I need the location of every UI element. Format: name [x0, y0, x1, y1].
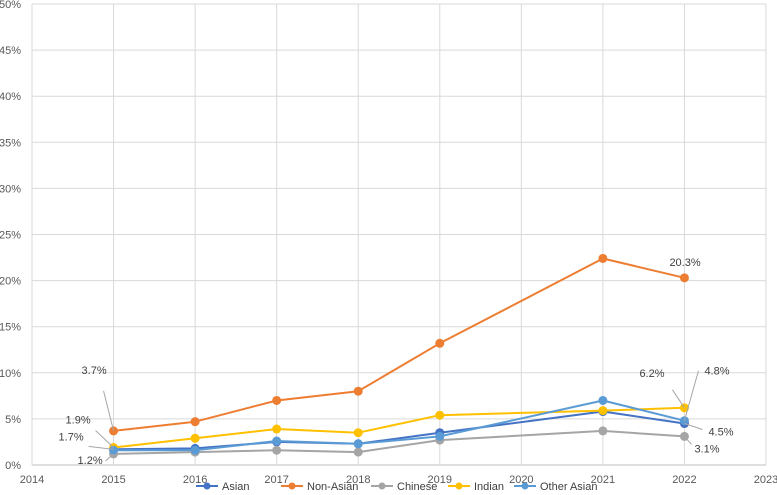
- data-point: [272, 395, 282, 405]
- legend-swatch-marker: [521, 482, 529, 490]
- y-tick-label: 25%: [0, 230, 21, 242]
- data-point: [353, 447, 363, 457]
- data-point: [435, 431, 445, 441]
- x-tick-label: 2014: [20, 474, 44, 486]
- data-label: 3.1%: [694, 443, 719, 455]
- y-tick-label: 40%: [0, 91, 21, 103]
- data-point: [190, 433, 200, 443]
- series-line-indian: [113, 406, 685, 449]
- data-point: [598, 395, 608, 405]
- legend-label: Chinese: [397, 481, 437, 493]
- data-label: 20.3%: [669, 257, 700, 269]
- data-point: [190, 445, 200, 455]
- data-label: 6.2%: [639, 368, 664, 380]
- y-tick-label: 45%: [0, 45, 21, 57]
- series-line-non-asian: [113, 257, 685, 432]
- legend-item-non-asian: Non-Asian: [281, 481, 358, 493]
- x-tick-label: 2016: [183, 474, 207, 486]
- x-tick-label: 2022: [672, 474, 696, 486]
- x-tick-label: 2020: [509, 474, 533, 486]
- y-tick-label: 30%: [0, 183, 21, 195]
- legend: Asian Non-Asian Chinese Indian Other Asian: [196, 481, 597, 493]
- x-tick-label: 2017: [264, 474, 288, 486]
- data-point: [435, 410, 445, 420]
- label-leader-line: [684, 423, 703, 430]
- legend-item-indian: Indian: [448, 481, 504, 493]
- data-point: [353, 428, 363, 438]
- legend-label: Asian: [222, 481, 250, 493]
- y-tick-label: 15%: [0, 322, 21, 334]
- data-label: 1.7%: [59, 431, 84, 443]
- label-leader-line: [103, 390, 115, 432]
- legend-swatch-marker: [203, 482, 211, 490]
- data-point: [272, 436, 282, 446]
- legend-swatch-marker: [288, 482, 296, 490]
- data-point: [353, 439, 363, 449]
- y-tick-label: 35%: [0, 137, 21, 149]
- y-tick-label: 20%: [0, 276, 21, 288]
- y-tick-label: 50%: [0, 0, 21, 11]
- data-point: [353, 386, 363, 396]
- label-leaders: [88, 370, 703, 462]
- data-label: 4.8%: [704, 366, 729, 378]
- x-tick-label: 2015: [101, 474, 125, 486]
- legend-item-asian: Asian: [196, 481, 250, 493]
- x-tick-label: 2018: [346, 474, 370, 486]
- series-lines: [109, 253, 689, 459]
- data-label: 3.7%: [82, 365, 107, 377]
- data-point: [272, 445, 282, 455]
- data-point: [598, 406, 608, 416]
- y-tick-label: 0%: [5, 460, 21, 472]
- data-point: [272, 424, 282, 434]
- data-label: 1.2%: [78, 455, 103, 467]
- label-leader-line: [88, 445, 114, 450]
- legend-item-chinese: Chinese: [371, 481, 437, 493]
- x-tick-label: 2021: [591, 474, 615, 486]
- legend-swatch-marker: [378, 482, 386, 490]
- legend-swatch-marker: [455, 482, 463, 490]
- data-label: 4.5%: [708, 427, 733, 439]
- y-tick-label: 5%: [5, 414, 21, 426]
- data-label: 1.9%: [66, 414, 91, 426]
- legend-label: Other Asian: [540, 481, 597, 493]
- legend-label: Indian: [474, 481, 504, 493]
- label-leader-line: [672, 389, 685, 409]
- label-leader-line: [683, 370, 699, 421]
- label-leader-line: [95, 430, 114, 448]
- data-point: [190, 417, 200, 427]
- legend-item-other-asian: Other Asian: [514, 481, 597, 493]
- y-tick-label: 10%: [0, 368, 21, 380]
- series-line-other-asian: [113, 399, 685, 452]
- label-leader-line: [105, 453, 114, 462]
- x-tick-label: 2023: [754, 474, 777, 486]
- gridlines: [31, 3, 767, 466]
- x-tick-label: 2019: [428, 474, 452, 486]
- data-point: [598, 253, 608, 263]
- legend-label: Non-Asian: [307, 481, 358, 493]
- label-leader-line: [684, 436, 692, 445]
- data-labels: 3.7% 1.9% 1.7% 1.2% 20.3% 6.2% 4.8% 4.5% 3.1%: [59, 257, 734, 467]
- data-point: [598, 426, 608, 436]
- data-point: [435, 338, 445, 348]
- data-point: [679, 273, 689, 283]
